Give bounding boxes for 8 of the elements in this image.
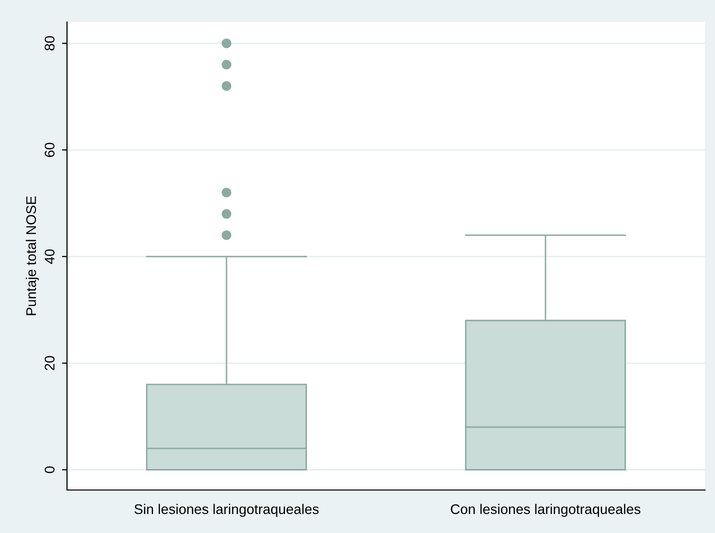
- y-tick-label: 60: [44, 142, 55, 157]
- x-tick-label: Con lesiones laringotraqueales: [450, 504, 640, 517]
- y-axis-title: Puntaje total NOSE: [26, 196, 39, 316]
- y-tick-label: 20: [44, 356, 55, 370]
- x-tick-label: Sin lesiones laringotraqueales: [134, 504, 319, 517]
- y-tick-label: 40: [44, 249, 55, 264]
- y-tick-label: 0: [44, 466, 55, 474]
- y-tick-label: 80: [44, 36, 55, 50]
